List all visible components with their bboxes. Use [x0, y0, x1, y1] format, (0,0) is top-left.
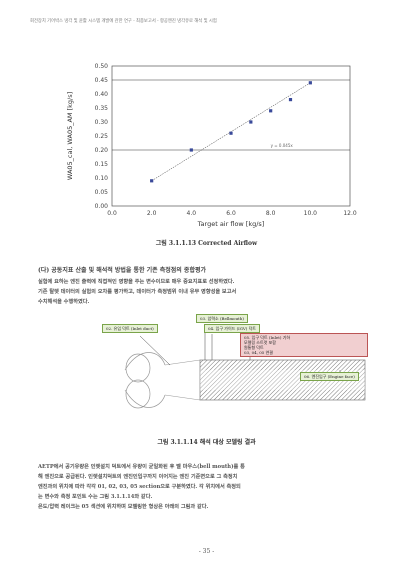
data-point [189, 148, 193, 152]
running-header: 회전장치 기어박스 냉각 및 윤활 시스템 개발에 관한 연구 - 최종보고서 … [30, 19, 217, 24]
section-heading: (다) 공동지표 산출 및 해석적 방법을 통한 기존 측정점의 종합평가 [38, 267, 206, 274]
x-tick-label: 2.0 [147, 210, 157, 217]
label-igv-duct: 04. 입구 가이드 (IGV) 덕트 [204, 324, 260, 333]
plot-frame [111, 65, 351, 207]
paragraph-1-line: 실험에 요하는 엔진 출력에 직접적인 영향을 주는 변수이므로 매우 중요지표… [38, 279, 235, 285]
airflow-chart: 0.00 0.05 0.10 0.15 0.20 0.25 0.30 0.35 0.40 0.45… [66, 63, 357, 228]
data-point [150, 179, 154, 183]
label-inlet-box-line: 03, 04, 05 연결 [244, 350, 273, 355]
label-inlet-box-line: 05. 입구 덕트 (Inlet) 기하 [244, 335, 291, 340]
y-tick-label: 0.15 [95, 161, 109, 168]
y-tick-label: 0.05 [95, 189, 109, 196]
y-tick-label: 0.45 [95, 77, 109, 84]
x-tick-label: 4.0 [187, 210, 197, 217]
x-tick-label: 8.0 [266, 210, 276, 217]
data-point [249, 120, 253, 124]
x-tick-label: 6.0 [226, 210, 236, 217]
paragraph-2-line: 은도/압력 레이크는 05 섹션에 위치하며 모델링한 형상은 아래의 그림과 … [38, 504, 209, 510]
reference-lines [112, 79, 350, 151]
data-point [308, 81, 312, 85]
label-inlet-duct: 02. 유입 덕트 (Inlet duct) [102, 324, 158, 333]
y-axis-ticks: 0.00 0.05 0.10 0.15 0.20 0.25 0.30 0.35 0.40 0.45… [95, 63, 109, 210]
x-tick-label: 0.0 [107, 210, 117, 217]
page-number: - 35 - [198, 548, 215, 555]
x-axis-ticks: 0.0 2.0 4.0 6.0 8.0 10.0 12.0 [107, 210, 357, 217]
label-inlet-box-line: 원통형 덕트 [244, 345, 264, 350]
figure-caption-2: 그림 3.1.1.14 해석 대상 모델링 결과 [157, 439, 256, 446]
y-tick-label: 0.35 [95, 105, 109, 112]
label-engine-face: 06. 엔진입구 (Engine face) [300, 372, 359, 381]
figure-caption-1: 그림 3.1.1.13 Corrected Airflow [155, 240, 258, 247]
label-inlet-box: 05. 입구 덕트 (Inlet) 기하 모델링 스트럿 포함 원통형 덕트 0… [240, 333, 368, 357]
paragraph-2-line: AETP에서 공기유량은 인렛설치 덕트에서 유량이 균일화된 후 벨 마우스(… [38, 464, 245, 470]
y-tick-label: 0.40 [95, 91, 109, 98]
data-points [150, 81, 312, 183]
paragraph-1-line: 수치해석을 수행하였다. [38, 299, 90, 305]
x-axis-label: Target air flow [kg/s] [197, 220, 265, 228]
label-inlet-box-line: 모델링 스트럿 포함 [244, 340, 276, 345]
paragraph-2: AETP에서 공기유량은 인렛설치 덕트에서 유량이 균일화된 후 벨 마우스(… [38, 462, 378, 512]
paragraph-2-line: 는 변수와 측정 포인트 수는 그림 3.1.1.14와 같다. [38, 494, 153, 500]
label-bellmouth: 03. 압력소 (Bellmouth) [196, 314, 248, 323]
y-axis-label: WA05_cal, WA05_AM [kg/s] [66, 92, 74, 180]
paragraph-1-line: 기존 탈렛 데이터의 실험의 오차를 평가하고, 데이터가 측정범위 이내 유무… [38, 289, 237, 295]
y-tick-label: 0.30 [95, 119, 109, 126]
y-tick-label: 0.10 [95, 175, 109, 182]
x-tick-label: 12.0 [343, 210, 357, 217]
paragraph-2-line: 엔진과의 위치에 따라 각각 01, 02, 03, 05 section으로 … [38, 484, 241, 490]
fit-annotation: y = 0.045x [271, 143, 294, 148]
data-point [288, 98, 293, 102]
paragraph-1: 실험에 요하는 엔진 출력에 직접적인 영향을 주는 변수이므로 매우 중요지표… [38, 277, 378, 307]
y-tick-label: 0.00 [95, 203, 109, 210]
y-tick-label: 0.25 [95, 133, 109, 140]
data-point [269, 109, 273, 113]
data-point [229, 131, 233, 135]
y-tick-label: 0.20 [95, 147, 109, 154]
y-tick-label: 0.50 [95, 63, 109, 70]
x-tick-label: 10.0 [304, 210, 318, 217]
paragraph-2-line: 해 엔진으로 공급된다. 인렛설치덕트의 엔진인입구까지 이어지는 엔진 기준면… [38, 474, 238, 480]
model-figure: 02. 유입 덕트 (Inlet duct) 03. 압력소 (Bellmout… [100, 310, 370, 430]
